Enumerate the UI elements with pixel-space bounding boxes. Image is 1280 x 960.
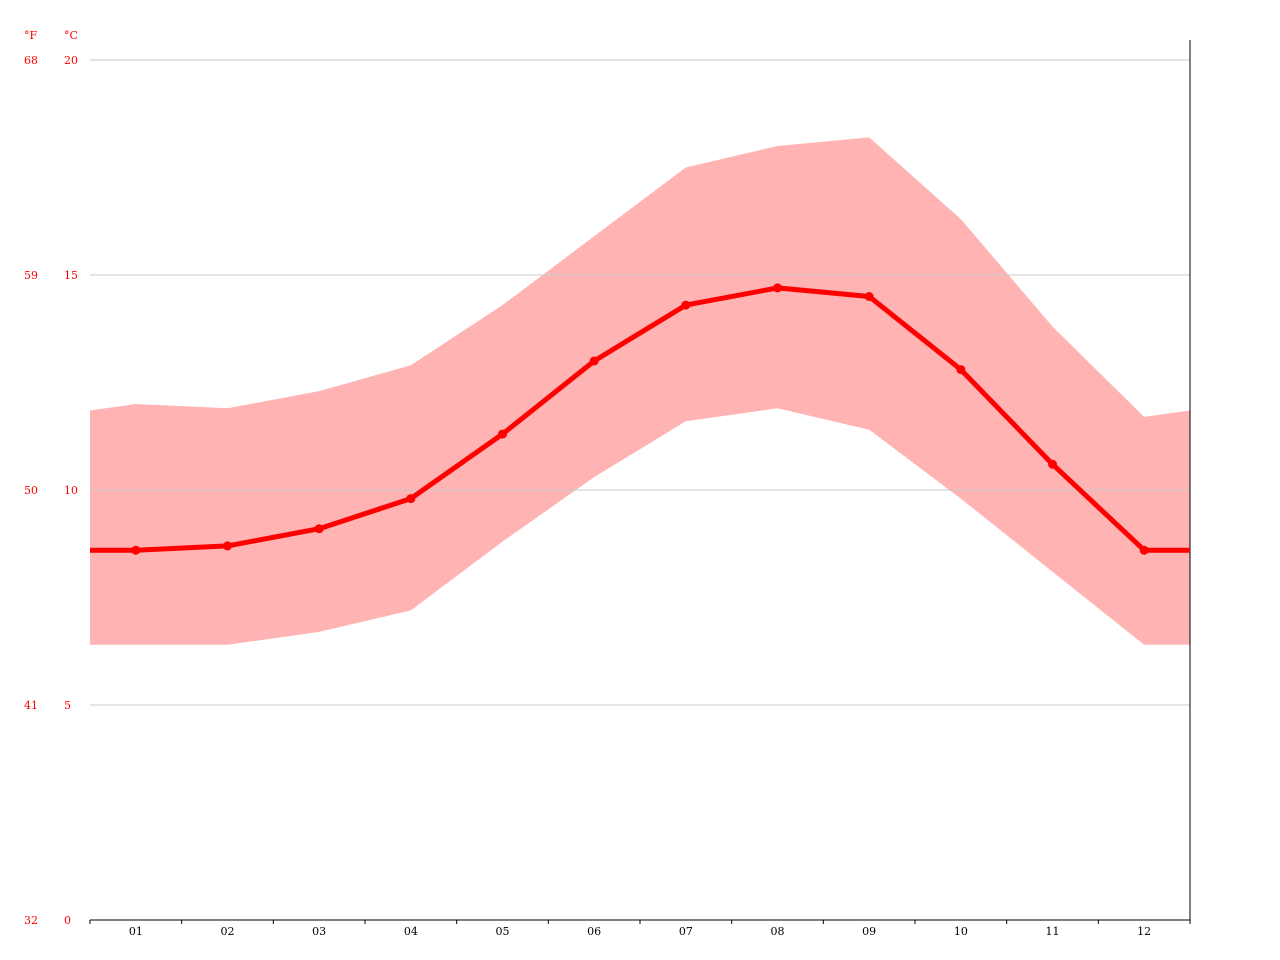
x-tick-label-10: 10 bbox=[954, 925, 968, 938]
x-tick-label-05: 05 bbox=[496, 925, 510, 938]
data-point-06 bbox=[589, 356, 599, 366]
x-tick-label-12: 12 bbox=[1137, 925, 1151, 938]
x-tick-label-11: 11 bbox=[1046, 925, 1060, 938]
average-temperature-line bbox=[90, 285, 1190, 553]
data-point-03 bbox=[314, 524, 324, 534]
x-tick-label-08: 08 bbox=[771, 925, 785, 938]
y-tick-label-fahrenheit: 68 bbox=[24, 54, 38, 67]
temperature-range-band-layer bbox=[90, 137, 1190, 645]
x-tick-label-03: 03 bbox=[312, 925, 326, 938]
data-point-09 bbox=[864, 292, 874, 301]
x-tick-label-06: 06 bbox=[587, 925, 601, 938]
x-tick-label-07: 07 bbox=[679, 925, 693, 938]
axis-labels: °F °C 32 0 41 5 50 10 59 15 68 20 01 02 03 04 05 06 07 08 09… bbox=[24, 29, 1151, 938]
y-tick-label-fahrenheit: 32 bbox=[24, 914, 38, 927]
data-point-10 bbox=[956, 365, 966, 375]
x-tick-label-04: 04 bbox=[404, 925, 418, 938]
x-tick-label-09: 09 bbox=[862, 925, 876, 938]
y-tick-label-fahrenheit: 59 bbox=[24, 269, 38, 282]
y-tick-label-celsius: 5 bbox=[64, 699, 71, 712]
y-tick-label-celsius: 20 bbox=[64, 54, 78, 67]
data-point-11 bbox=[1048, 459, 1057, 469]
data-point-01 bbox=[131, 545, 141, 555]
x-tick-label-02: 02 bbox=[221, 925, 235, 938]
y-tick-label-celsius: 10 bbox=[64, 484, 78, 497]
data-point-05 bbox=[498, 429, 507, 439]
data-point-07 bbox=[681, 300, 691, 310]
y-tick-label-celsius: 0 bbox=[64, 914, 71, 927]
temperature-range-band bbox=[90, 137, 1190, 645]
unit-label-fahrenheit: °F bbox=[24, 29, 38, 42]
y-tick-label-fahrenheit: 50 bbox=[24, 484, 38, 497]
axes bbox=[89, 40, 1191, 924]
data-point-08 bbox=[773, 283, 782, 293]
data-point-04 bbox=[406, 494, 416, 504]
x-tick-label-01: 01 bbox=[129, 925, 143, 938]
y-tick-label-celsius: 15 bbox=[64, 269, 78, 282]
data-point-02 bbox=[223, 541, 232, 551]
average-temperature-line-layer bbox=[90, 283, 1190, 555]
data-point-12 bbox=[1139, 545, 1149, 555]
y-tick-label-fahrenheit: 41 bbox=[24, 699, 38, 712]
unit-label-celsius: °C bbox=[64, 29, 78, 42]
gridlines bbox=[90, 59, 1190, 706]
